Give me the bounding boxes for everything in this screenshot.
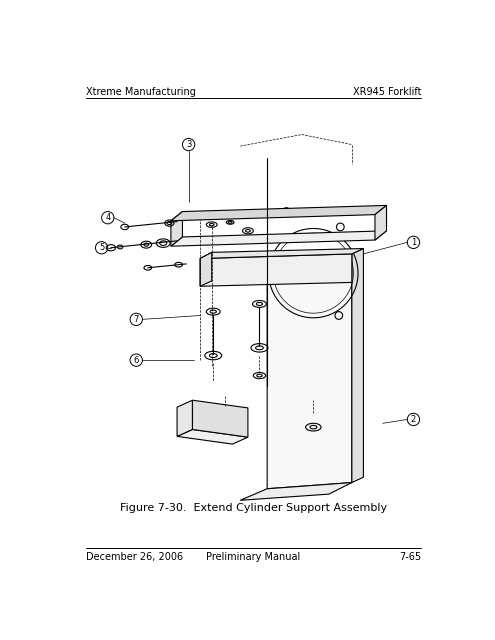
Polygon shape bbox=[200, 248, 363, 259]
Text: Preliminary Manual: Preliminary Manual bbox=[206, 552, 300, 561]
Polygon shape bbox=[240, 483, 352, 500]
Text: 5: 5 bbox=[99, 243, 104, 252]
Polygon shape bbox=[267, 254, 352, 489]
Polygon shape bbox=[352, 248, 363, 483]
Text: 6: 6 bbox=[134, 356, 139, 365]
Polygon shape bbox=[171, 212, 183, 246]
Text: Xtreme Manufacturing: Xtreme Manufacturing bbox=[86, 87, 196, 97]
Text: 7-65: 7-65 bbox=[399, 552, 421, 561]
Polygon shape bbox=[193, 400, 248, 437]
Text: December 26, 2006: December 26, 2006 bbox=[86, 552, 183, 561]
Text: 7: 7 bbox=[134, 315, 139, 324]
Text: 4: 4 bbox=[105, 213, 110, 222]
Polygon shape bbox=[171, 231, 387, 246]
Polygon shape bbox=[375, 205, 387, 240]
Polygon shape bbox=[177, 429, 248, 444]
Polygon shape bbox=[177, 400, 193, 436]
Polygon shape bbox=[200, 254, 352, 286]
Text: 1: 1 bbox=[411, 238, 416, 247]
Text: Figure 7-30.  Extend Cylinder Support Assembly: Figure 7-30. Extend Cylinder Support Ass… bbox=[120, 503, 387, 513]
Text: 3: 3 bbox=[186, 140, 191, 149]
Text: XR945 Forklift: XR945 Forklift bbox=[352, 87, 421, 97]
Text: 2: 2 bbox=[411, 415, 416, 424]
Polygon shape bbox=[200, 252, 212, 286]
Polygon shape bbox=[171, 205, 387, 221]
